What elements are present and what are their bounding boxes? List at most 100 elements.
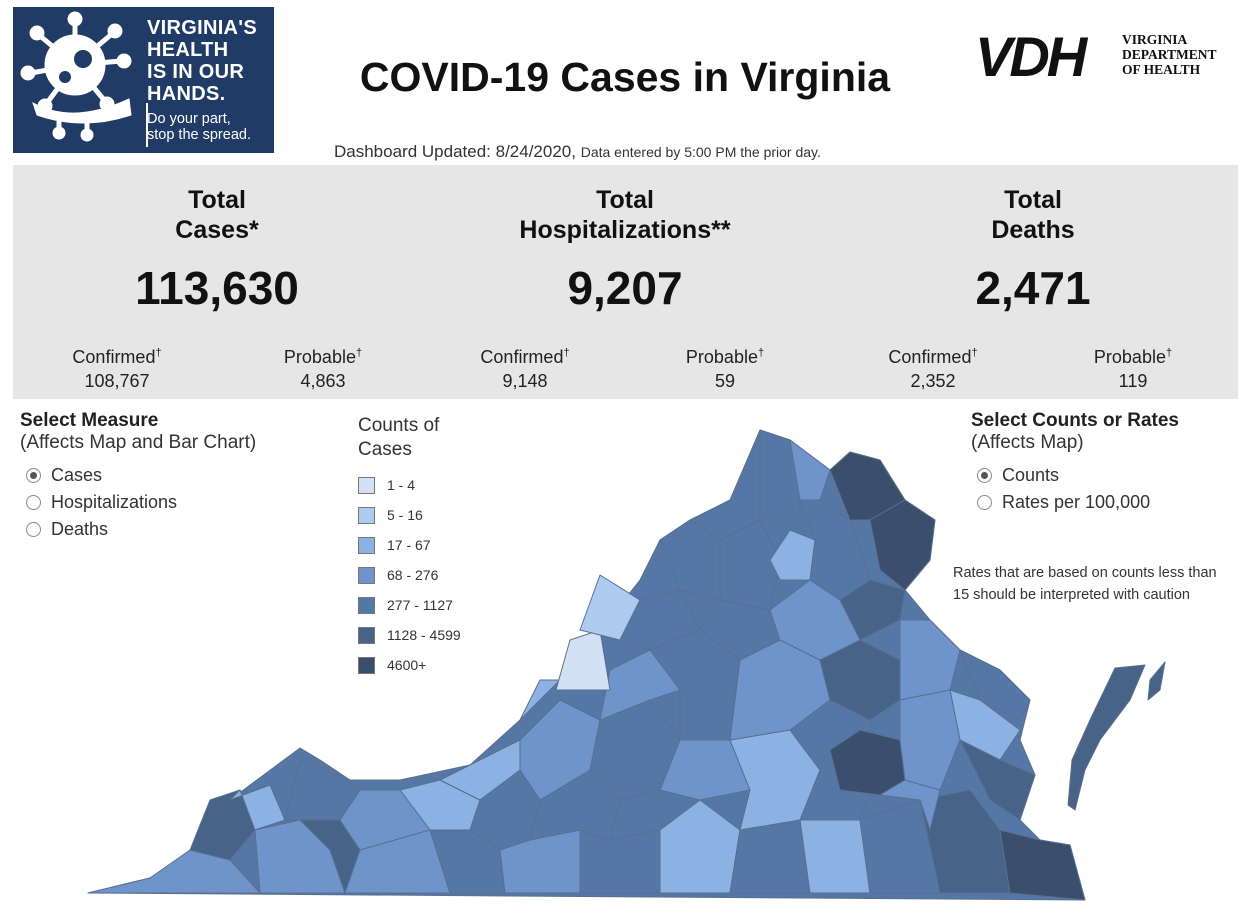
vdh-dept-line-2: DEPARTMENT [1122,47,1217,62]
legend-label: 4600+ [387,657,427,673]
map-region-s8 [729,819,811,894]
logo-line-3: IS IN OUR [147,61,245,83]
confirmed-value: 108,767 [84,371,150,391]
stat-total-cases: Total Cases* 113,630 [13,165,421,314]
map-legend: Counts of Cases 1 - 4 5 - 16 17 - 67 68 - 27… [358,414,518,680]
legend-label: 1128 - 4599 [387,627,461,643]
radio-deaths[interactable]: Deaths [26,516,320,543]
map-region-w4 [619,589,701,651]
dashboard-updated: Dashboard Updated: 8/24/2020, Data enter… [334,142,954,162]
probable-value: 59 [714,371,736,391]
legend-swatch [358,656,375,674]
updated-date: Dashboard Updated: 8/24/2020, [334,142,576,161]
stat-heading-line-2: Deaths [991,216,1075,244]
radio-unselected-icon [26,495,41,510]
radio-unselected-icon [26,522,41,537]
hosp-confirmed: Confirmed† 9,148 [445,341,605,393]
legend-swatch [358,626,375,644]
measure-title: Select Measure [20,410,159,431]
rates-selector: Select Counts or Rates (Affects Map) Cou… [971,410,1231,516]
legend-title-line-1: Counts of [358,415,440,436]
dagger-mark: † [1165,347,1173,359]
rates-subtitle: (Affects Map) [971,432,1084,453]
logo-tagline-1: Do your part, [147,111,231,127]
legend-swatch [358,536,375,554]
radio-cases[interactable]: Cases [26,462,320,489]
vdh-dept-line-3: OF HEALTH [1122,62,1201,77]
probable-label: Probable [685,347,758,367]
map-region-eastern-shore [1067,664,1146,811]
dagger-mark: † [563,347,570,359]
vdh-logo: VDH VIRGINIA DEPARTMENT OF HEALTH [975,25,1225,88]
radio-label: Hospitalizations [51,492,178,512]
legend-label: 1 - 4 [387,477,416,493]
map-region-island [1147,661,1166,701]
logo-line-1: VIRGINIA'S [147,17,257,39]
stat-total-hospitalizations: Total Hospitalizations** 9,207 [421,165,829,314]
dagger-mark: † [757,347,765,359]
radio-unselected-icon [977,495,992,510]
map-region-s11 [919,789,1011,894]
radio-rates[interactable]: Rates per 100,000 [977,489,1231,516]
rates-title: Select Counts or Rates [971,410,1179,431]
measure-subtitle: (Affects Map and Bar Chart) [20,432,257,453]
stats-band: Total Cases* 113,630 Total Hospitalization… [13,165,1238,399]
legend-swatch [358,476,375,494]
logo-divider [146,103,148,147]
probable-value: 119 [1118,371,1148,391]
map-region-e5 [899,689,961,791]
virginia-hands-logo: VIRGINIA'S HEALTH IS IN OUR HANDS. Do yo… [13,7,274,153]
legend-item: 17 - 67 [358,530,518,560]
stat-heading-line-1: Total [188,186,246,214]
logo-line-4: HANDS. [147,83,226,105]
radio-label: Cases [51,465,103,485]
dagger-mark: † [355,347,363,359]
stat-total-deaths: Total Deaths 2,471 [829,165,1237,314]
legend-item: 4600+ [358,650,518,680]
probable-value: 4,863 [300,371,346,391]
map-region-n8 [839,579,906,641]
legend-label: 68 - 276 [387,567,439,583]
map-region-n7 [869,499,936,591]
deaths-probable: Probable† 119 [1053,341,1213,393]
map-region-e4 [959,739,1036,821]
legend-label: 17 - 67 [387,537,431,553]
dagger-mark: † [971,347,978,359]
virus-icon [20,11,132,142]
rates-caution-note: Rates that are based on counts less than… [953,565,1217,603]
radio-hospitalizations[interactable]: Hospitalizations [26,489,320,516]
vdh-dept-line-1: VIRGINIA [1122,32,1188,47]
probable-label: Probable [1093,347,1166,367]
legend-item: 5 - 16 [358,500,518,530]
stat-value: 9,207 [567,262,683,314]
vdh-letters: VDH [975,25,1087,88]
radio-label: Rates per 100,000 [1002,492,1151,512]
stat-value: 2,471 [975,262,1091,314]
logo-tagline-2: stop the spread. [147,127,251,143]
stat-heading-line-1: Total [596,186,654,214]
stat-heading-line-2: Hospitalizations** [519,216,731,244]
cases-probable: Probable† 4,863 [243,341,403,393]
legend-swatch [358,506,375,524]
hosp-probable: Probable† 59 [645,341,805,393]
map-region-s7 [659,799,741,894]
page-title: COVID-19 Cases in Virginia [359,54,891,100]
logo-line-2: HEALTH [147,39,229,61]
map-region-sw3 [229,784,286,831]
confirmed-label: Confirmed [480,347,564,367]
stat-heading-line-1: Total [1004,186,1062,214]
legend-title-line-2: Cases [358,439,412,460]
legend-label: 5 - 16 [387,507,423,523]
legend-swatch [358,566,375,584]
radio-counts[interactable]: Counts [977,462,1231,489]
radio-label: Deaths [51,519,109,539]
radio-selected-icon [26,468,41,483]
legend-swatch [358,596,375,614]
map-region-e1 [899,619,961,701]
map-region-s9 [799,819,871,894]
dagger-mark: † [155,347,162,359]
legend-item: 68 - 276 [358,560,518,590]
confirmed-label: Confirmed [72,347,156,367]
map-region-e2 [959,649,1031,721]
